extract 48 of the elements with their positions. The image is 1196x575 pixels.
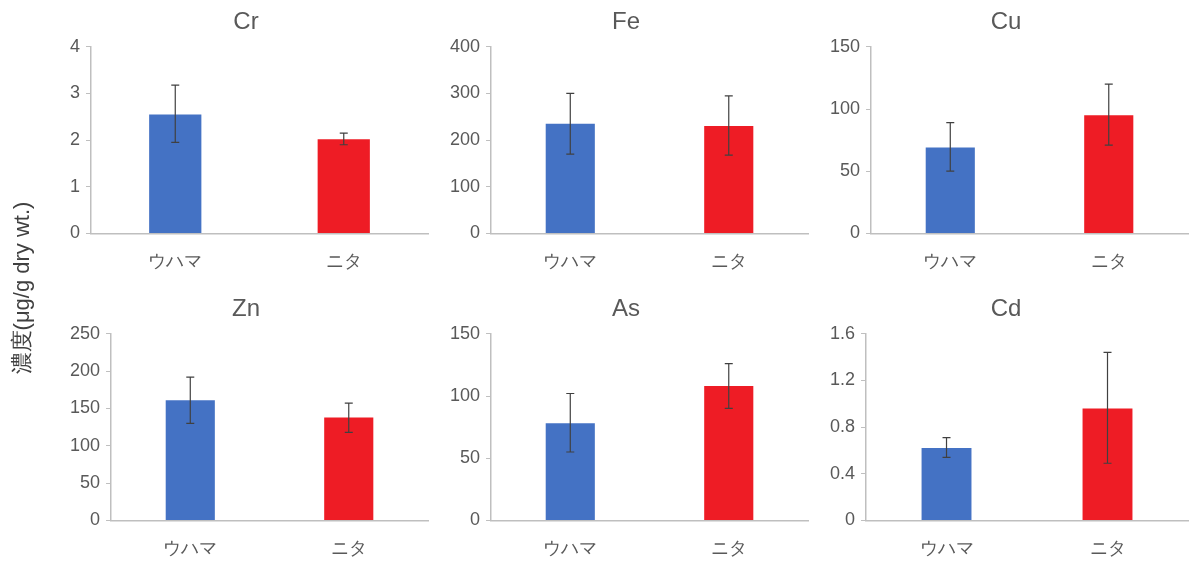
y-tick-label: 50: [840, 160, 861, 181]
y-tick-label: 1.6: [829, 322, 856, 343]
x-tick-label: ニタ: [1089, 538, 1126, 559]
x-tick-label: ニタ: [325, 251, 362, 272]
y-tick-label: 0: [845, 509, 856, 530]
y-tick-label: 0.4: [829, 462, 856, 483]
y-tick-label: 200: [69, 360, 101, 381]
x-tick-label: ウハマ: [163, 538, 218, 559]
y-tick-label: 150: [449, 322, 481, 343]
y-tick-label: 150: [829, 35, 861, 56]
y-tick-label: 4: [70, 35, 81, 56]
y-tick-label: 100: [69, 434, 101, 455]
x-tick-label: ウハマ: [148, 251, 203, 272]
y-tick-label: 0: [470, 509, 481, 530]
x-tick-label: ウハマ: [923, 251, 978, 272]
x-tick-label: ニタ: [330, 538, 367, 559]
x-tick-label: ウハマ: [543, 538, 598, 559]
y-tick-label: 0: [850, 222, 861, 243]
chart-title: Cd: [990, 294, 1022, 322]
y-tick-label: 0: [70, 222, 81, 243]
y-tick-label: 0: [90, 509, 101, 530]
y-axis-title: 濃度(μg/g dry wt.): [8, 201, 35, 375]
chart-title: As: [611, 294, 641, 322]
y-tick-label: 3: [70, 82, 81, 103]
y-tick-label: 0: [470, 222, 481, 243]
x-tick-label: ウハマ: [919, 538, 974, 559]
y-tick-label: 50: [80, 472, 101, 493]
y-tick-label: 2: [70, 129, 81, 150]
y-tick-label: 200: [449, 129, 481, 150]
y-tick-label: 100: [449, 175, 481, 196]
x-tick-label: ニタ: [710, 538, 747, 559]
y-tick-label: 400: [449, 35, 481, 56]
y-tick-label: 100: [449, 384, 481, 405]
y-tick-label: 50: [460, 447, 481, 468]
y-tick-label: 100: [829, 97, 861, 118]
y-tick-label: 0.8: [829, 416, 856, 437]
chart-title: Fe: [611, 7, 641, 35]
y-tick-label: 300: [449, 82, 481, 103]
chart-title: Cr: [233, 7, 259, 35]
chart-title: Zn: [231, 294, 261, 322]
x-tick-label: ウハマ: [543, 251, 598, 272]
y-tick-label: 1: [70, 175, 81, 196]
x-tick-label: ニタ: [710, 251, 747, 272]
x-tick-label: ニタ: [1090, 251, 1127, 272]
y-tick-label: 250: [69, 322, 101, 343]
y-tick-label: 150: [69, 397, 101, 418]
chart-title: Cu: [990, 7, 1022, 35]
y-tick-label: 1.2: [829, 369, 856, 390]
